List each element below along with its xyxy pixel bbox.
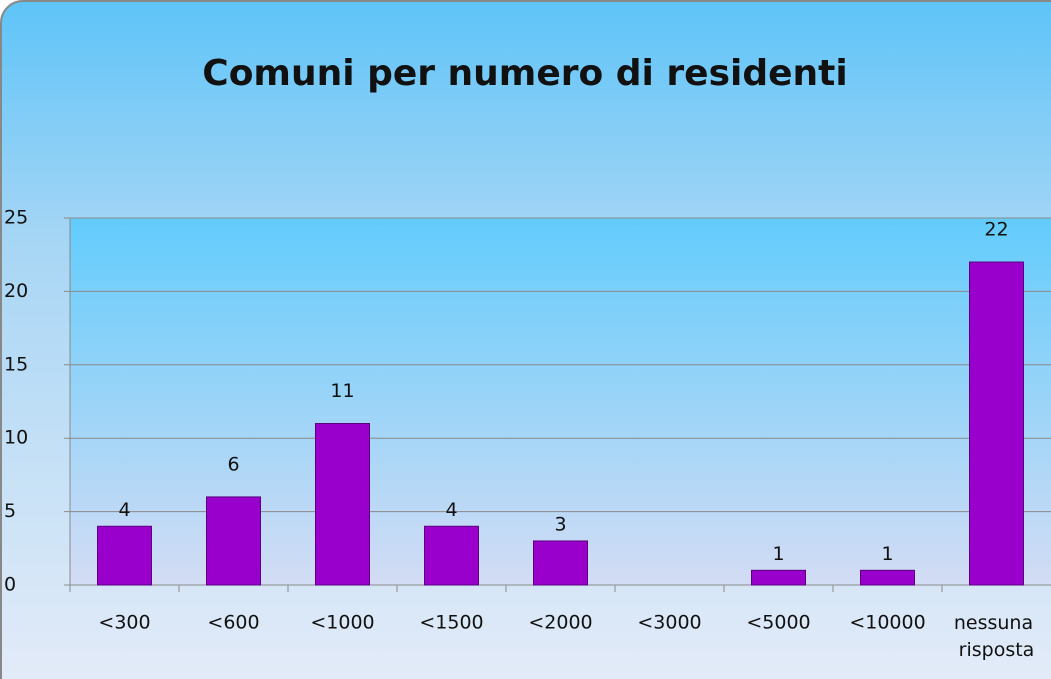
x-tick-label: <2000 [528,612,592,634]
data-label: 4 [118,499,130,521]
data-label: 22 [984,219,1008,241]
data-label: 4 [445,499,457,521]
x-tick-label: nessuna risposta [954,612,1039,661]
data-label: 3 [554,513,566,535]
chart-title: Comuni per numero di residenti [202,53,847,94]
x-tick-label: <1000 [310,612,374,634]
x-tick-label: <5000 [746,612,810,634]
x-tick-label: <600 [207,612,259,634]
bar [97,525,152,586]
data-label: 1 [881,543,893,565]
x-tick-label: <300 [98,612,150,634]
data-label: 1 [772,543,784,565]
x-tick-label: <3000 [637,612,701,634]
bar [206,496,261,586]
data-label: 11 [330,380,354,402]
y-tick-label: 20 [4,280,28,302]
bar [315,423,370,586]
y-tick-label: 10 [4,427,28,449]
bar [751,569,806,586]
y-tick-label: 5 [4,500,16,522]
y-tick-label: 0 [4,574,16,596]
y-tick-label: 25 [4,207,28,229]
data-label: 6 [227,453,239,475]
bar [969,261,1024,586]
y-tick-label: 15 [4,353,28,375]
x-tick-label: <10000 [849,612,925,634]
x-tick-label: <1500 [419,612,483,634]
bar [424,525,479,586]
bar [860,569,915,586]
bar [533,540,588,586]
